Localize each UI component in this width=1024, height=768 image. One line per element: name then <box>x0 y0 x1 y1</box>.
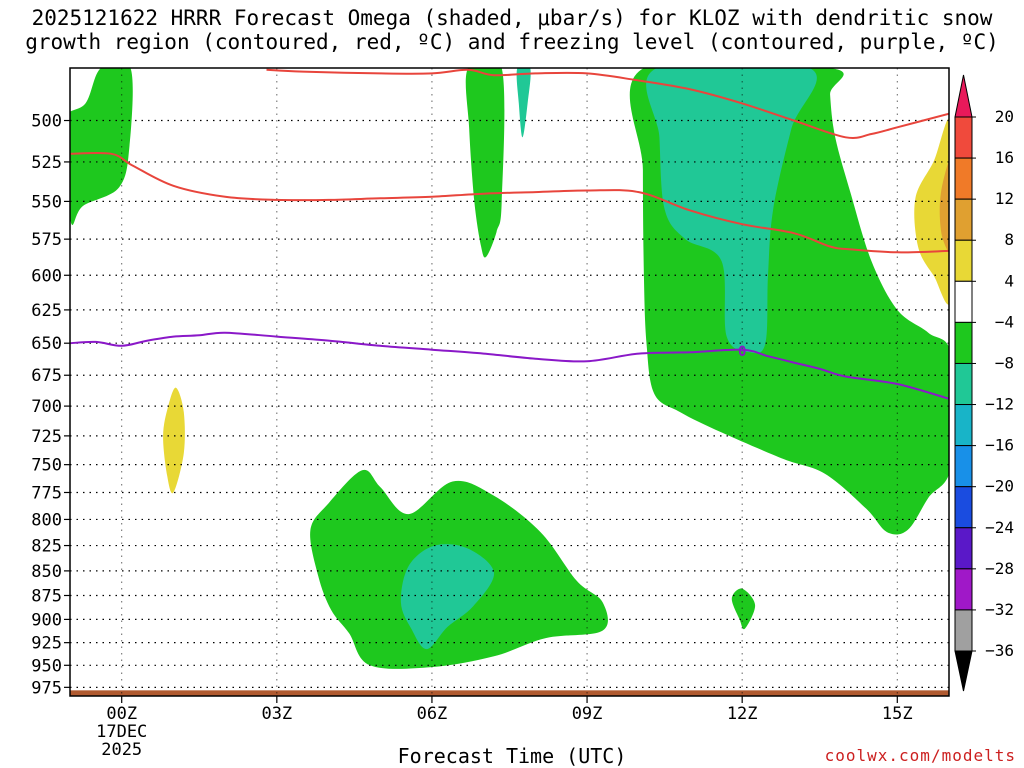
plot-frame <box>69 67 950 697</box>
omega-region-7 <box>400 544 495 650</box>
freezing-level-label: 0 <box>738 344 746 360</box>
colorbar-box-9 <box>954 445 973 488</box>
colorbar-label-13: −32 <box>985 600 1014 619</box>
colorbar-bottom-arrow <box>954 650 973 692</box>
grid <box>70 68 949 696</box>
axes: 500 525 550 575 600 625 650 675 700 725 750 775 800 8… <box>31 67 950 760</box>
x-tick-label-09Z: 09Z <box>572 704 603 724</box>
omega-region-6 <box>646 68 817 354</box>
colorbar-box-12 <box>954 568 973 611</box>
colorbar-label-4: 8 <box>1004 230 1014 249</box>
colorbar-label-7: −8 <box>995 353 1014 372</box>
y-tick-label-875: 875 <box>31 586 62 606</box>
colorbar-label-9: −16 <box>985 436 1014 455</box>
chart-title: 2025121622 HRRR Forecast Omega (shaded, … <box>0 6 1024 54</box>
colorbar-box-3 <box>954 198 973 241</box>
omega-region-11 <box>939 161 949 252</box>
y-tick-label-925: 925 <box>31 634 62 654</box>
colorbar-label-14: −36 <box>985 641 1014 660</box>
y-tick-label-650: 650 <box>31 334 62 354</box>
omega-region-1 <box>70 68 133 226</box>
omega-region-5 <box>731 588 756 630</box>
y-tick-label-825: 825 <box>31 537 62 557</box>
y-tick-label-750: 750 <box>31 456 62 476</box>
y-tick-label-950: 950 <box>31 656 62 676</box>
colorbar: 20 16 12 8 4 −4 −8 −12 −16 −20 −24 −28 −32 −36 <box>954 74 1014 692</box>
title-line-1: 2025121622 HRRR Forecast Omega (shaded, … <box>31 6 993 30</box>
colorbar-label-1: 20 <box>995 107 1014 126</box>
x-tick-year-label: 2025 <box>101 740 142 760</box>
y-tick-label-725: 725 <box>31 427 62 447</box>
omega-shading <box>70 68 949 696</box>
colorbar-label-8: −12 <box>985 395 1014 414</box>
x-tick-label-12Z: 12Z <box>727 704 758 724</box>
colorbar-top-arrow <box>954 74 973 118</box>
x-axis-title: Forecast Time (UTC) <box>397 744 627 768</box>
dendritic-growth-line-1 <box>70 151 949 254</box>
colorbar-box-6 <box>954 321 973 364</box>
y-tick-label-975: 975 <box>31 678 62 698</box>
y-tick-label-675: 675 <box>31 366 62 386</box>
freezing-level-line <box>70 331 949 400</box>
contour-lines: 0 <box>70 68 949 400</box>
colorbar-label-2: 16 <box>995 148 1014 167</box>
colorbar-box-1 <box>954 116 973 159</box>
omega-region-10 <box>914 118 949 305</box>
y-tick-label-550: 550 <box>31 192 62 212</box>
x-tick-label-06Z: 06Z <box>417 704 448 724</box>
colorbar-box-11 <box>954 527 973 570</box>
colorbar-label-12: −28 <box>985 559 1014 578</box>
y-tick-label-500: 500 <box>31 112 62 132</box>
colorbar-label-5: 4 <box>1004 271 1014 290</box>
colorbar-label-11: −24 <box>985 518 1014 537</box>
colorbar-label-3: 12 <box>995 189 1014 208</box>
surface-fill <box>70 690 949 696</box>
y-tick-label-850: 850 <box>31 562 62 582</box>
x-tick-label-00Z: 00Z <box>106 704 137 724</box>
dendritic-growth-line-2 <box>266 68 949 139</box>
y-tick-label-700: 700 <box>31 397 62 417</box>
colorbar-box-13 <box>954 609 973 652</box>
y-tick-label-575: 575 <box>31 230 62 250</box>
y-tick-label-525: 525 <box>31 153 62 173</box>
colorbar-box-4 <box>954 239 973 282</box>
y-tick-label-900: 900 <box>31 610 62 630</box>
colorbar-box-2 <box>954 157 973 200</box>
omega-region-9 <box>163 387 185 494</box>
colorbar-label-10: −20 <box>985 477 1014 496</box>
colorbar-box-8 <box>954 404 973 447</box>
omega-region-8 <box>516 68 531 138</box>
y-tick-label-625: 625 <box>31 301 62 321</box>
x-tick-date-label: 17DEC <box>96 722 147 742</box>
omega-region-2 <box>465 68 505 258</box>
colorbar-box-7 <box>954 362 973 406</box>
y-tick-label-600: 600 <box>31 266 62 286</box>
y-tick-label-800: 800 <box>31 510 62 530</box>
credit-link[interactable]: coolwx.com/modelts <box>824 746 1016 765</box>
title-line-2: growth region (contoured, red, ºC) and f… <box>25 30 999 54</box>
x-tick-label-15Z: 15Z <box>882 704 913 724</box>
colorbar-box-5 <box>954 280 973 323</box>
colorbar-label-6: −4 <box>995 312 1014 331</box>
colorbar-box-10 <box>954 486 973 529</box>
x-tick-label-03Z: 03Z <box>261 704 292 724</box>
y-tick-label-775: 775 <box>31 483 62 503</box>
